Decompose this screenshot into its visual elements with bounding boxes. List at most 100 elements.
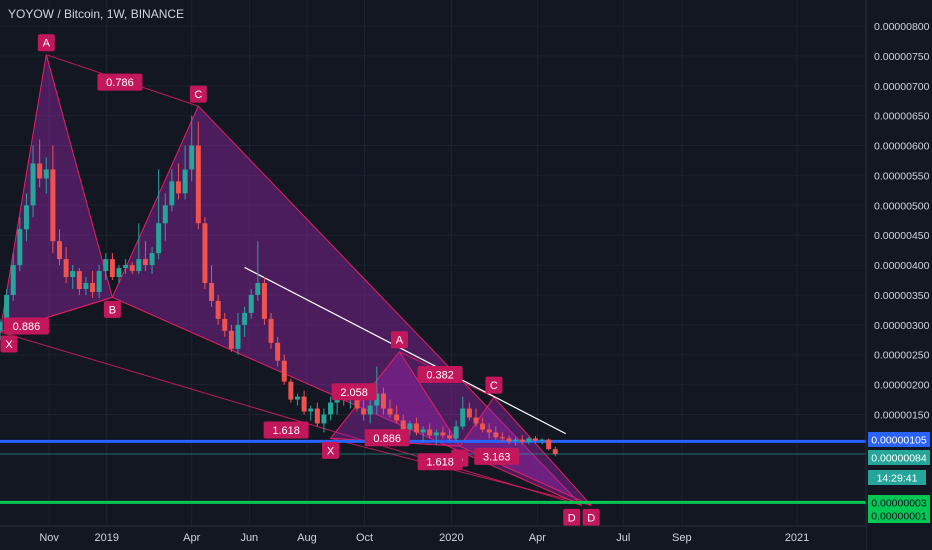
candle-body bbox=[532, 438, 538, 441]
candle-body bbox=[23, 205, 29, 230]
pattern-2-point-a: A bbox=[396, 335, 404, 347]
price-tag-2-bg bbox=[868, 470, 926, 485]
price-tag-1: 0.00000084 bbox=[871, 453, 927, 465]
pattern-2-ratio: 3.163 bbox=[483, 451, 511, 463]
candle-body bbox=[169, 181, 175, 206]
price-tick-label: 0.00000650 bbox=[874, 111, 930, 123]
price-tag-3: 0.00000003 bbox=[871, 498, 927, 510]
pattern-2-ratio: 2.058 bbox=[340, 387, 368, 399]
trendline[interactable] bbox=[244, 266, 566, 435]
candle-body bbox=[361, 408, 367, 415]
candle-body bbox=[281, 360, 287, 382]
candle-body bbox=[387, 408, 393, 415]
candle-body bbox=[43, 169, 49, 179]
pattern-1-point-x-bg bbox=[0, 335, 18, 353]
candle-body bbox=[0, 321, 3, 331]
time-tick-label: Jun bbox=[240, 532, 258, 544]
candle-body bbox=[460, 408, 466, 427]
candle-body bbox=[90, 283, 96, 292]
candle-body bbox=[294, 396, 300, 400]
candle-body bbox=[116, 268, 122, 278]
candle-body bbox=[466, 408, 472, 418]
time-tick-label: Apr bbox=[529, 532, 546, 544]
candle-body bbox=[83, 283, 89, 289]
candle-body bbox=[56, 241, 62, 260]
price-tick-label: 0.00000350 bbox=[874, 290, 930, 302]
pattern-2-ratio-bg bbox=[474, 447, 520, 465]
candle-body bbox=[367, 405, 373, 415]
pattern-2-point-d-bg bbox=[582, 508, 600, 526]
pattern-1-point-c: C bbox=[194, 89, 202, 101]
candle-body bbox=[275, 342, 281, 361]
price-tag-2: 14:29:41 bbox=[877, 473, 918, 485]
price-tick-label: 0.00000250 bbox=[874, 350, 930, 362]
candle-body bbox=[519, 439, 525, 442]
chart-title: YOYOW / Bitcoin, 1W, BINANCE bbox=[8, 7, 185, 21]
candle-body bbox=[513, 439, 519, 442]
candle-body bbox=[288, 381, 294, 400]
candle-body bbox=[30, 163, 36, 206]
pattern-1-ratio: 0.786 bbox=[106, 77, 134, 89]
time-tick-label: 2020 bbox=[439, 532, 463, 544]
candle-body bbox=[222, 318, 228, 331]
candle-body bbox=[499, 437, 505, 439]
time-axis[interactable]: Nov 2019 Apr Jun Aug Oct 2020 Apr Jul Sep 2021 bbox=[0, 525, 866, 550]
pattern-1-triangle-2 bbox=[111, 105, 583, 506]
candlesticks bbox=[0, 115, 558, 457]
price-tick-label: 0.00000200 bbox=[874, 380, 930, 392]
time-tick-label: Oct bbox=[356, 532, 373, 544]
pattern-2-xd-line bbox=[330, 437, 592, 506]
time-tick-label: 2019 bbox=[94, 532, 118, 544]
time-tick-label: Jul bbox=[616, 532, 630, 544]
pattern-2-ratio: 1.618 bbox=[426, 457, 454, 469]
price-tag-3-bg bbox=[868, 495, 930, 510]
candle-body bbox=[407, 423, 413, 430]
candle-body bbox=[228, 330, 234, 349]
pattern-2-ratio-bg bbox=[331, 383, 377, 401]
candle-body bbox=[486, 429, 492, 433]
price-tick-label: 0.00000300 bbox=[874, 320, 930, 332]
candle-body bbox=[552, 449, 558, 454]
candle-body bbox=[413, 423, 419, 433]
price-tag-1-bg bbox=[868, 450, 930, 465]
pattern-1-point-d-bg bbox=[563, 508, 581, 526]
candle-body bbox=[209, 283, 215, 301]
candle-body bbox=[142, 259, 148, 266]
price-tick-label: 0.00000400 bbox=[874, 260, 930, 272]
candle-body bbox=[70, 271, 76, 278]
candle-body bbox=[215, 300, 221, 319]
candle-body bbox=[175, 181, 181, 194]
candle-body bbox=[162, 205, 168, 224]
candle-body bbox=[242, 312, 248, 325]
pattern-1-point-d: D bbox=[568, 512, 576, 524]
price-tag-4-bg bbox=[868, 508, 930, 523]
pattern-1-point-c-bg bbox=[189, 85, 207, 103]
candle-body bbox=[255, 283, 261, 295]
candle-body bbox=[17, 229, 23, 266]
time-axis-background bbox=[0, 526, 866, 550]
time-tick-label: 2021 bbox=[785, 532, 809, 544]
candle-body bbox=[268, 318, 274, 343]
pattern-2-point-a-bg bbox=[390, 331, 408, 349]
pattern-2-point-d: D bbox=[587, 512, 595, 524]
candle-body bbox=[427, 429, 433, 436]
candle-body bbox=[301, 396, 307, 412]
candle-body bbox=[493, 432, 499, 438]
pattern-1-ratio: 0.886 bbox=[13, 321, 41, 333]
candle-body bbox=[129, 265, 135, 272]
candle-body bbox=[109, 259, 115, 278]
time-tick-label: Aug bbox=[297, 532, 317, 544]
price-tag-0: 0.00000105 bbox=[871, 435, 927, 447]
pattern-1-point-b: B bbox=[109, 304, 116, 316]
candle-body bbox=[10, 265, 16, 295]
candle-body bbox=[189, 145, 195, 170]
candle-body bbox=[420, 429, 426, 433]
candle-body bbox=[4, 294, 10, 322]
candle-body bbox=[50, 169, 56, 242]
candle-body bbox=[182, 169, 188, 194]
pattern-1-xd-line bbox=[0, 331, 582, 506]
candle-body bbox=[123, 265, 129, 269]
price-axis[interactable]: 0.00000800 0.00000750 0.00000700 0.00000650… bbox=[865, 0, 932, 550]
candle-body bbox=[480, 423, 486, 430]
